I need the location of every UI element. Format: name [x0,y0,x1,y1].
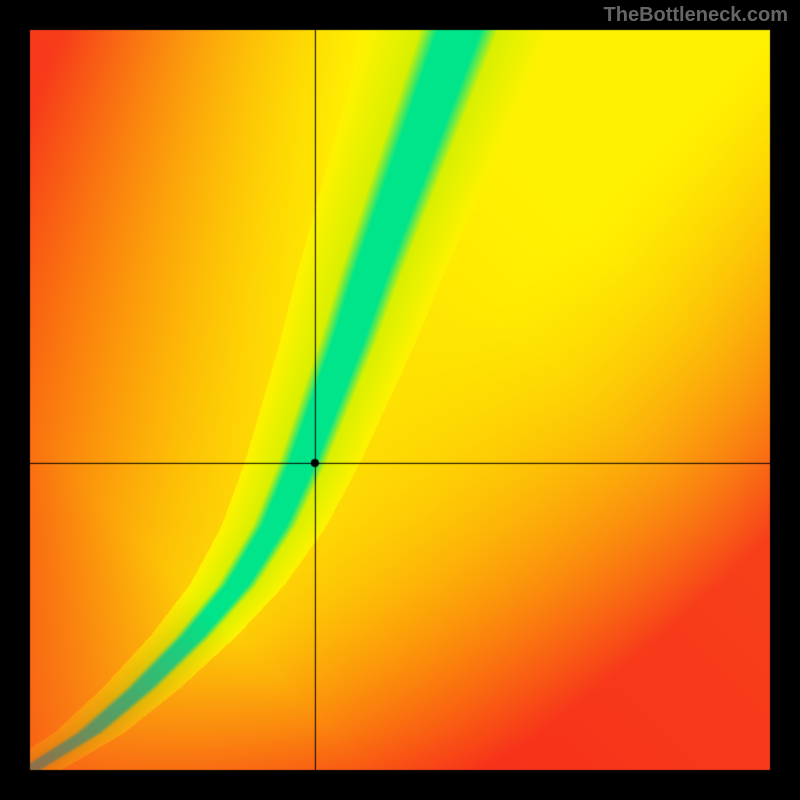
watermark-text: TheBottleneck.com [604,4,788,27]
chart-container: TheBottleneck.com [0,0,800,800]
heatmap-canvas [0,0,800,800]
